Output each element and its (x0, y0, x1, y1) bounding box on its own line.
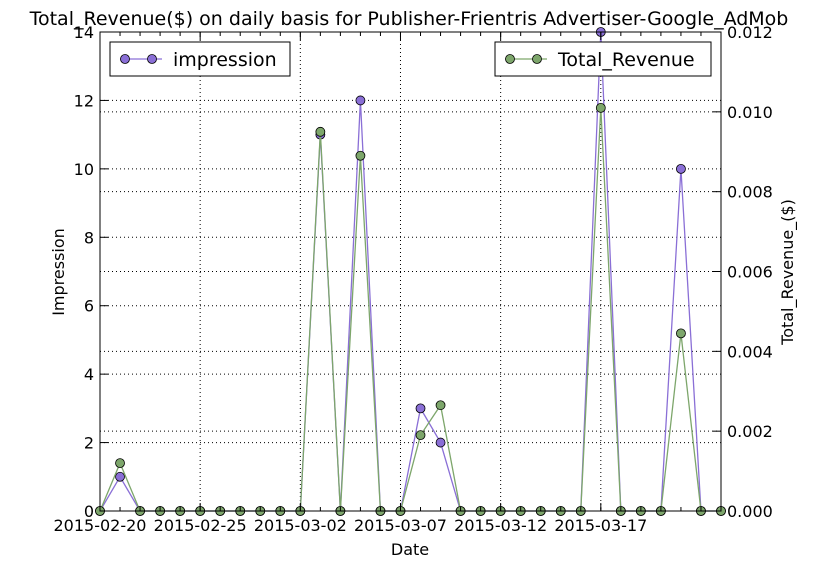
x-tick-label: 2015-02-20 (54, 516, 147, 535)
y-left-tick-label: 4 (84, 365, 94, 384)
y-right-tick-label: 0.010 (727, 103, 773, 122)
data-point-total_revenue (315, 126, 326, 137)
data-point-impression (676, 163, 686, 174)
y-left-tick-label: 8 (84, 228, 94, 247)
chart-title: Total_Revenue($) on daily basis for Publ… (29, 8, 789, 30)
y-axis-label-left: Impression (49, 228, 68, 316)
legend-label: impression (173, 49, 277, 71)
legends: impression Total_Revenue (109, 41, 712, 77)
y-left-tick-label: 12 (74, 91, 94, 110)
x-tick-label: 2015-02-25 (154, 516, 247, 535)
y-left-tick-label: 14 (74, 23, 94, 42)
legend-label: Total_Revenue (557, 49, 695, 71)
y-left-tick-label: 0 (84, 502, 94, 521)
y-right-tick-label: 0.012 (727, 23, 773, 42)
legend-marker (147, 54, 157, 64)
y-right-tick-label: 0.008 (727, 183, 773, 202)
y-right-tick-label: 0.002 (727, 422, 773, 441)
data-point-total_revenue (115, 458, 125, 469)
legend-marker (532, 54, 542, 64)
y-right-tick-label: 0.004 (727, 342, 773, 361)
data-point-total_revenue (355, 150, 366, 161)
x-tick-label: 2015-03-07 (354, 516, 447, 535)
x-tick-label: 2015-03-02 (254, 516, 347, 535)
y-axis-label-right: Total_Revenue_($) (778, 199, 798, 346)
data-point-total_revenue (595, 102, 606, 113)
y-left-tick-label: 6 (84, 297, 94, 316)
data-point-total_revenue (676, 328, 686, 339)
y-left-tick-label: 2 (84, 434, 94, 453)
y-right-tick-label: 0.006 (727, 263, 773, 282)
data-point-impression (355, 95, 366, 106)
data-point-impression (115, 471, 125, 482)
legend-impression: impression (109, 41, 291, 77)
x-axis-label: Date (391, 540, 429, 559)
y-left-tick-label: 10 (74, 160, 94, 179)
plot-area (100, 32, 721, 511)
legend-marker (120, 54, 130, 64)
legend-total_revenue: Total_Revenue (494, 41, 712, 77)
legend-marker (505, 54, 515, 64)
data-point-impression (435, 437, 446, 448)
x-tick-label: 2015-03-17 (554, 516, 647, 535)
data-point-impression (415, 403, 426, 414)
y-right-tick-label: 0.000 (727, 502, 773, 521)
ticks: 2015-02-20 2015-02-25 2015-03-02 2015-03-07… (54, 23, 773, 535)
data-point-total_revenue (435, 400, 446, 411)
x-tick-label: 2015-03-12 (454, 516, 547, 535)
data-point-total_revenue (415, 430, 426, 441)
